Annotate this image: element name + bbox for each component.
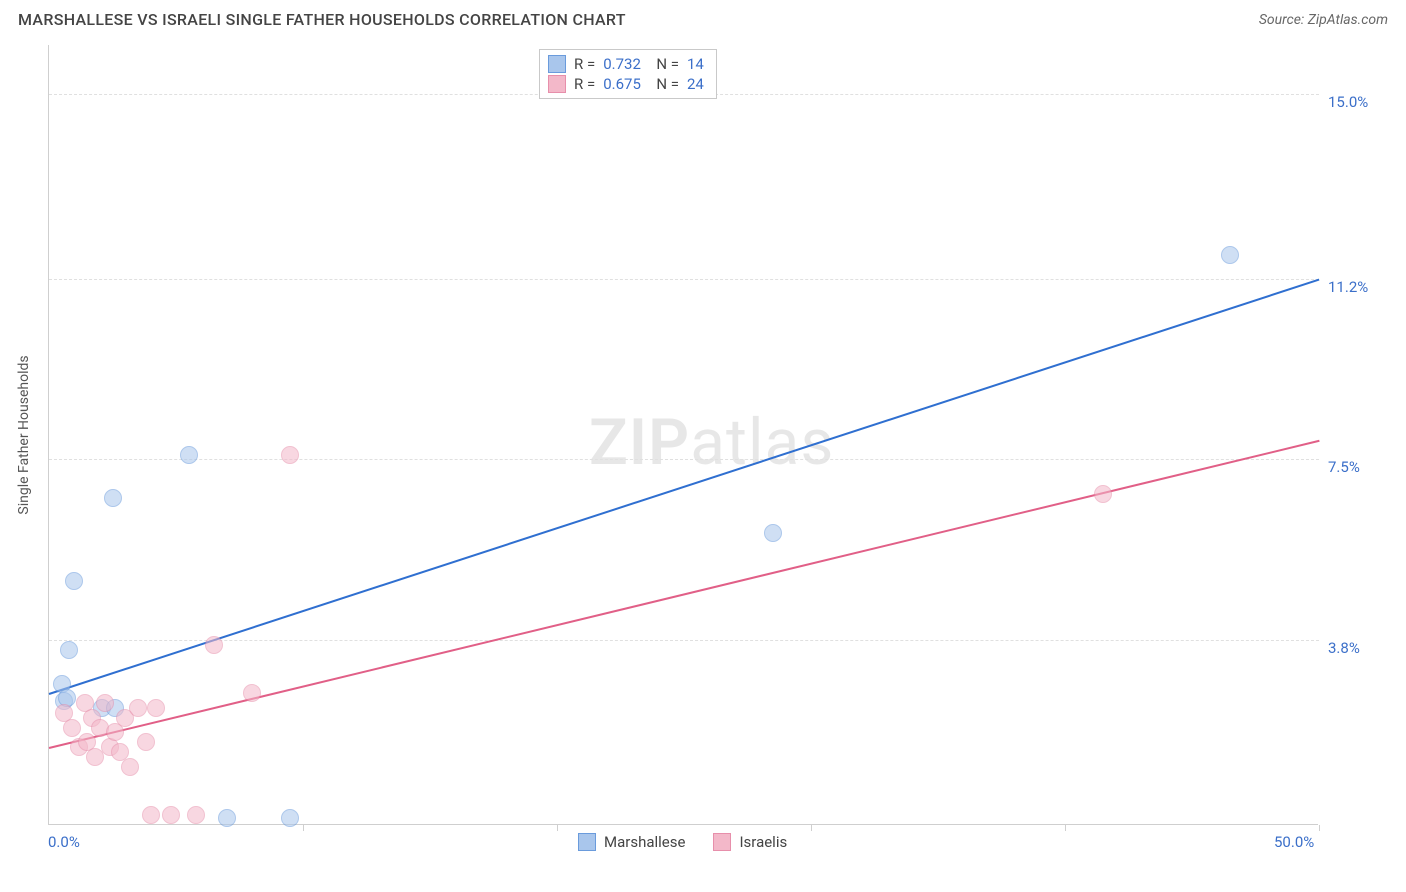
- data-point-israelis: [129, 699, 147, 717]
- plot-area: ZIPatlas R = 0.732 N = 14R = 0.675 N = 2…: [48, 45, 1318, 825]
- x-tick-mark: [303, 825, 304, 831]
- legend-swatch: [548, 75, 566, 93]
- source-attribution: Source: ZipAtlas.com: [1259, 12, 1388, 28]
- legend-n-label: N =: [649, 55, 679, 73]
- y-tick-label: 7.5%: [1328, 458, 1360, 476]
- watermark: ZIPatlas: [589, 405, 834, 480]
- data-point-israelis: [162, 806, 180, 824]
- stats-legend-row: R = 0.732 N = 14: [548, 54, 704, 74]
- data-point-marshallese: [104, 489, 122, 507]
- data-point-israelis: [187, 806, 205, 824]
- data-point-israelis: [1094, 485, 1112, 503]
- source-name: ZipAtlas.com: [1308, 12, 1388, 28]
- data-point-israelis: [281, 446, 299, 464]
- data-point-israelis: [121, 758, 139, 776]
- x-tick-mark: [811, 825, 812, 831]
- legend-swatch: [578, 833, 596, 851]
- data-point-marshallese: [1221, 246, 1239, 264]
- y-tick-label: 3.8%: [1328, 639, 1360, 657]
- y-tick-label: 15.0%: [1328, 93, 1368, 111]
- data-point-marshallese: [764, 524, 782, 542]
- series-legend-item: Marshallese: [578, 833, 685, 851]
- series-legend-label: Israelis: [739, 833, 787, 851]
- gridline-h: [49, 640, 1319, 641]
- legend-r-value: 0.732: [603, 55, 641, 73]
- gridline-h: [49, 279, 1319, 280]
- data-point-israelis: [63, 719, 81, 737]
- stats-legend-row: R = 0.675 N = 24: [548, 74, 704, 94]
- data-point-marshallese: [218, 809, 236, 827]
- data-point-marshallese: [281, 809, 299, 827]
- legend-swatch: [713, 833, 731, 851]
- stats-legend: R = 0.732 N = 14R = 0.675 N = 24: [539, 49, 717, 99]
- legend-r-value: 0.675: [603, 75, 641, 93]
- x-tick-label: 0.0%: [48, 833, 80, 851]
- source-prefix: Source:: [1259, 12, 1308, 28]
- x-tick-mark: [557, 825, 558, 831]
- legend-r-label: R =: [574, 55, 595, 73]
- data-point-israelis: [142, 806, 160, 824]
- legend-swatch: [548, 55, 566, 73]
- series-legend-item: Israelis: [713, 833, 787, 851]
- data-point-israelis: [205, 636, 223, 654]
- legend-n-value: 14: [687, 55, 704, 73]
- data-point-marshallese: [180, 446, 198, 464]
- y-axis-title: Single Father Households: [16, 355, 32, 514]
- series-legend-label: Marshallese: [604, 833, 685, 851]
- chart-title: MARSHALLESE VS ISRAELI SINGLE FATHER HOU…: [18, 10, 626, 29]
- x-tick-label: 50.0%: [1274, 833, 1314, 851]
- legend-n-value: 24: [687, 75, 704, 93]
- watermark-zip: ZIP: [589, 405, 690, 480]
- legend-n-label: N =: [649, 75, 679, 93]
- x-tick-mark: [1065, 825, 1066, 831]
- data-point-marshallese: [65, 572, 83, 590]
- data-point-israelis: [243, 684, 261, 702]
- data-point-israelis: [147, 699, 165, 717]
- correlation-chart: Single Father Households ZIPatlas R = 0.…: [48, 45, 1388, 855]
- y-tick-label: 11.2%: [1328, 278, 1368, 296]
- data-point-israelis: [137, 733, 155, 751]
- gridline-h: [49, 459, 1319, 460]
- x-tick-mark: [1319, 825, 1320, 831]
- legend-r-label: R =: [574, 75, 595, 93]
- series-legend: Marshallese Israelis: [578, 833, 787, 851]
- data-point-israelis: [96, 694, 114, 712]
- data-point-marshallese: [60, 641, 78, 659]
